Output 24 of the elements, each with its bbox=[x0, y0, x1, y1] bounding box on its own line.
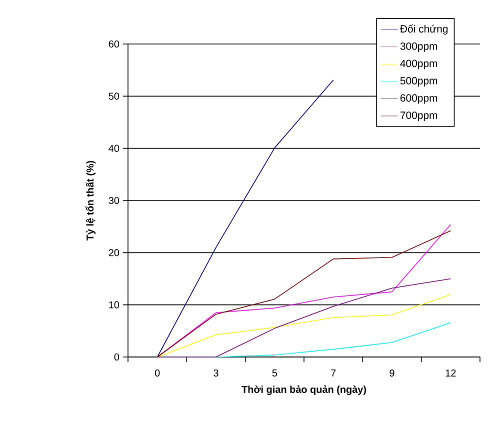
line-series bbox=[156, 278, 452, 358]
y-tick-label: 50 bbox=[108, 92, 120, 100]
legend-label: Đối chứng bbox=[400, 24, 448, 35]
legend-label: 400ppm bbox=[400, 60, 438, 70]
x-tick-label: 0 bbox=[154, 370, 160, 377]
x-axis-title: Thời gian bảo quản (ngày) bbox=[242, 385, 366, 395]
legend-label: 700ppm bbox=[400, 112, 438, 122]
x-tick-label: 3 bbox=[214, 370, 218, 377]
y-tick-label: 20 bbox=[108, 249, 120, 256]
x-tick-label: 9 bbox=[390, 370, 394, 377]
x-tick-label: 7 bbox=[331, 370, 336, 376]
x-tick-label: 12 bbox=[446, 370, 456, 376]
y-axis-title: Tỷ lệ tổn thất (%) bbox=[85, 160, 96, 241]
x-tick-label: 5 bbox=[272, 370, 278, 376]
line-series bbox=[156, 294, 452, 358]
y-tick-label: 60 bbox=[108, 40, 120, 48]
y-tick-label: 10 bbox=[109, 301, 120, 308]
legend-label: 500ppm bbox=[400, 77, 438, 86]
y-tick-label: 40 bbox=[108, 144, 120, 152]
line-series bbox=[156, 80, 334, 358]
y-tick-label: 0 bbox=[114, 353, 120, 361]
legend-label: 300ppm bbox=[400, 42, 438, 52]
y-tick-label: 30 bbox=[108, 196, 120, 204]
legend-label: 600ppm bbox=[400, 94, 438, 104]
